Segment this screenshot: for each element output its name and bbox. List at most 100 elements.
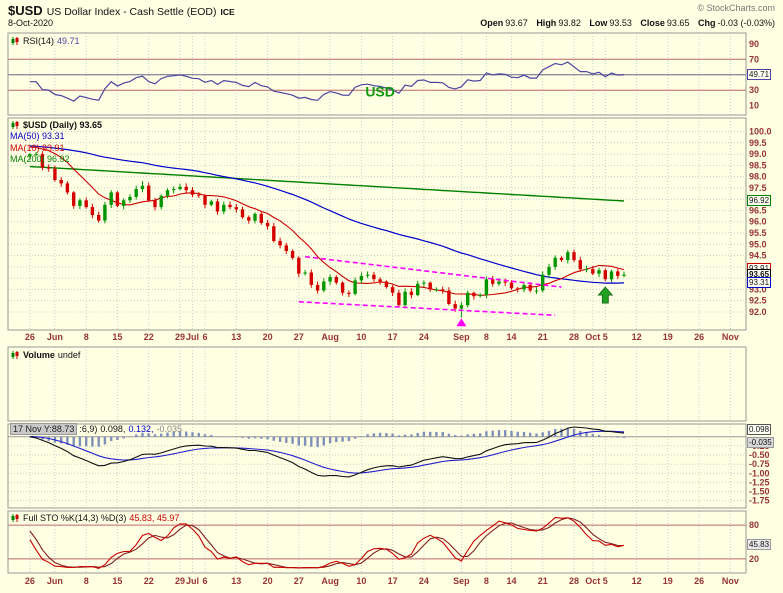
candle-body (578, 260, 582, 270)
histogram-bar (178, 431, 182, 437)
candle-body (128, 196, 132, 201)
candle-body (265, 222, 270, 227)
candle-body (278, 240, 282, 246)
y-axis-label: 96.0 (749, 217, 767, 227)
histogram-bar (97, 436, 100, 447)
histogram-bar (429, 431, 432, 437)
candle-body (28, 154, 32, 157)
sto-k-line (29, 516, 625, 569)
histogram-bar (366, 434, 369, 437)
low-value: 93.53 (609, 18, 632, 28)
histogram-bar (604, 436, 607, 438)
histogram-bar (235, 436, 238, 438)
candle-body (584, 269, 589, 271)
open-label: Open (480, 18, 504, 28)
histogram-bar (185, 431, 188, 437)
x-axis-label: 20 (263, 332, 273, 342)
main-value-chip: 93.31 (747, 276, 772, 288)
histogram-bar (485, 431, 488, 437)
candle-body (34, 154, 38, 156)
candle-body (303, 272, 307, 274)
candle-body (428, 282, 432, 290)
candle-body (378, 279, 382, 282)
histogram-bar (347, 436, 351, 442)
histogram-bar (460, 435, 463, 437)
x-axis-label: 28 (569, 332, 579, 342)
trendline (305, 255, 562, 288)
y-axis-label: 99.5 (749, 138, 767, 148)
x-axis-label: 29 (175, 332, 185, 342)
histogram-bar (497, 430, 501, 437)
histogram-bar (616, 436, 619, 438)
x-axis-label: 29 (175, 576, 185, 586)
histogram-bar (103, 436, 107, 445)
ppo-value: 0.098, (100, 424, 126, 434)
histogram-bar (128, 436, 132, 438)
candle-body (541, 274, 545, 291)
y-axis-label: -1.75 (749, 496, 770, 506)
y-axis-label: 70 (749, 54, 759, 64)
x-axis-label: 22 (144, 576, 154, 586)
sto-indicator-values: 45.83, 45.97 (129, 513, 180, 523)
histogram-bar (591, 434, 594, 437)
histogram-bar (441, 432, 444, 437)
candle-body (84, 200, 88, 208)
panel-type-icon[interactable] (10, 350, 20, 360)
candle-body (616, 271, 620, 276)
x-axis-label: Aug (321, 576, 339, 586)
histogram-bar (247, 436, 250, 439)
histogram-bar (135, 434, 138, 437)
panel-type-icon[interactable] (10, 36, 20, 46)
x-axis-label: 26 (694, 332, 704, 342)
y-axis-label: -0.50 (749, 450, 770, 460)
sto-d-line (29, 517, 624, 569)
candle-body (434, 289, 439, 291)
histogram-bar (266, 436, 269, 440)
histogram-bar (322, 436, 325, 446)
x-axis-label: 5 (603, 332, 608, 342)
candle-body (553, 257, 557, 267)
y-axis-label: 99.0 (749, 149, 767, 159)
candle-body (322, 281, 326, 291)
histogram-bar (110, 436, 113, 442)
candle-body (384, 281, 389, 288)
candle-body (72, 192, 76, 206)
candle-body (159, 195, 163, 208)
candle-body (115, 192, 120, 206)
x-axis-label: Nov (722, 576, 739, 586)
ppo-signal-line (29, 430, 625, 474)
symbol[interactable]: $USD (8, 3, 43, 18)
copyright-link[interactable]: © StockCharts.com (697, 3, 775, 13)
x-axis-label: 14 (506, 576, 516, 586)
candle-body (209, 201, 213, 205)
ma50-legend: MA(50) 93.31 (10, 131, 65, 142)
exchange-label: ICE (220, 7, 235, 17)
candle-body (247, 217, 251, 221)
candle-body (340, 282, 345, 293)
x-axis-label: 10 (356, 332, 366, 342)
histogram-bar (391, 433, 394, 437)
candle-body (403, 291, 407, 306)
histogram-bar (191, 432, 194, 437)
y-axis-label: -0.75 (749, 459, 770, 469)
histogram-bar (285, 436, 288, 443)
histogram-bar (454, 435, 457, 437)
x-axis-label: 26 (25, 576, 35, 586)
candle-body (284, 245, 288, 251)
x-axis-label: Oct (585, 576, 600, 586)
chart-type-icon[interactable] (10, 120, 20, 130)
high-label: High (536, 18, 557, 28)
x-axis-label: 8 (84, 576, 89, 586)
green-up-arrow (597, 286, 614, 304)
histogram-bar (153, 434, 157, 437)
histogram-bar (378, 432, 382, 437)
x-axis-label: 21 (538, 332, 548, 342)
histogram-bar (541, 432, 544, 437)
panel-type-icon[interactable] (10, 513, 20, 523)
close-label: Close (640, 18, 665, 28)
candle-body (315, 284, 320, 291)
candle-body (491, 279, 495, 284)
candle-body (59, 180, 63, 184)
candle-body (334, 277, 338, 283)
candle-body (478, 295, 482, 297)
